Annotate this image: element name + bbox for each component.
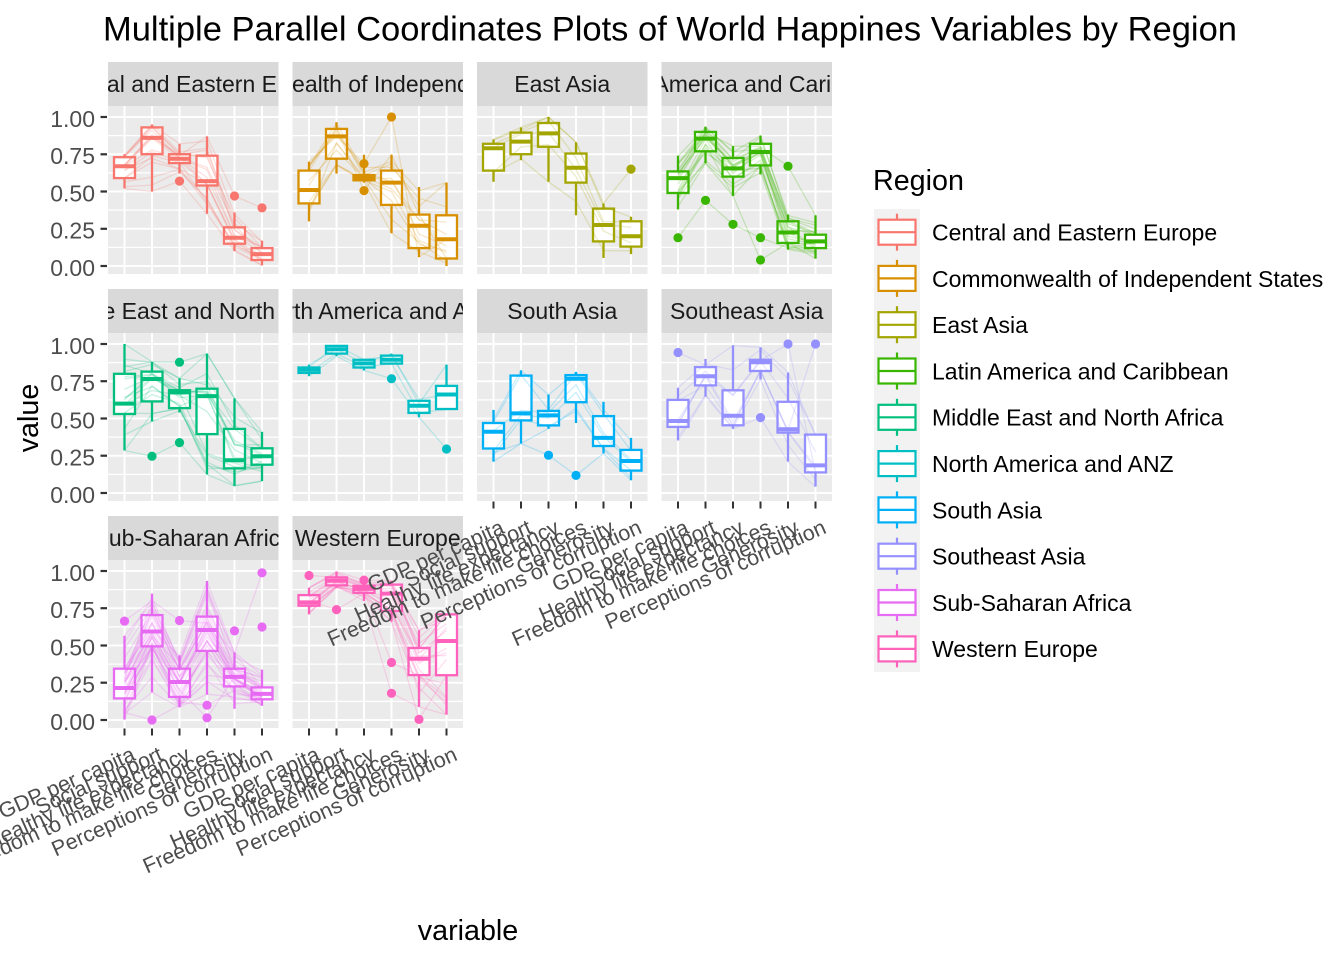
svg-text:0.75: 0.75: [50, 143, 95, 169]
svg-text:0.25: 0.25: [50, 672, 95, 698]
svg-text:0.00: 0.00: [50, 482, 95, 508]
svg-text:Latin America and Caribbean: Latin America and Caribbean: [598, 71, 895, 97]
svg-text:0.50: 0.50: [50, 407, 95, 433]
svg-text:Central and Eastern Europe: Central and Eastern Europe: [51, 71, 336, 97]
svg-text:East Asia: East Asia: [932, 312, 1028, 338]
svg-text:1.00: 1.00: [50, 560, 95, 586]
svg-text:0.75: 0.75: [50, 597, 95, 623]
svg-text:0.00: 0.00: [50, 709, 95, 735]
svg-text:North America and ANZ: North America and ANZ: [257, 298, 499, 324]
svg-text:Multiple Parallel Coordinates: Multiple Parallel Coordinates Plots of W…: [103, 11, 1237, 49]
svg-text:Commonwealth of Independent St: Commonwealth of Independent States: [182, 71, 573, 97]
svg-text:0.75: 0.75: [50, 370, 95, 396]
svg-text:value: value: [13, 384, 45, 453]
svg-text:Commonwealth of Independent St: Commonwealth of Independent States: [932, 266, 1323, 292]
svg-text:North America and ANZ: North America and ANZ: [932, 451, 1174, 477]
svg-text:Southeast Asia: Southeast Asia: [670, 298, 824, 324]
svg-text:1.00: 1.00: [50, 106, 95, 132]
svg-text:0.25: 0.25: [50, 445, 95, 471]
svg-text:Sub-Saharan Africa: Sub-Saharan Africa: [932, 590, 1132, 616]
svg-text:variable: variable: [418, 915, 518, 947]
svg-text:0.50: 0.50: [50, 634, 95, 660]
svg-text:Middle East and North Africa: Middle East and North Africa: [932, 405, 1224, 431]
svg-text:Western Europe: Western Europe: [932, 636, 1098, 662]
svg-text:Region: Region: [873, 165, 964, 197]
svg-text:East Asia: East Asia: [514, 71, 610, 97]
svg-text:0.25: 0.25: [50, 218, 95, 244]
svg-text:0.00: 0.00: [50, 255, 95, 281]
svg-text:South Asia: South Asia: [507, 298, 617, 324]
svg-text:0.50: 0.50: [50, 180, 95, 206]
svg-text:Middle East and North Africa: Middle East and North Africa: [48, 298, 340, 324]
svg-text:Sub-Saharan Africa: Sub-Saharan Africa: [94, 525, 294, 551]
svg-text:Latin America and Caribbean: Latin America and Caribbean: [932, 358, 1229, 384]
svg-text:Southeast Asia: Southeast Asia: [932, 544, 1086, 570]
svg-text:1.00: 1.00: [50, 333, 95, 359]
svg-text:Western Europe: Western Europe: [295, 525, 461, 551]
svg-text:South Asia: South Asia: [932, 497, 1042, 523]
svg-text:Central and Eastern Europe: Central and Eastern Europe: [932, 220, 1217, 246]
